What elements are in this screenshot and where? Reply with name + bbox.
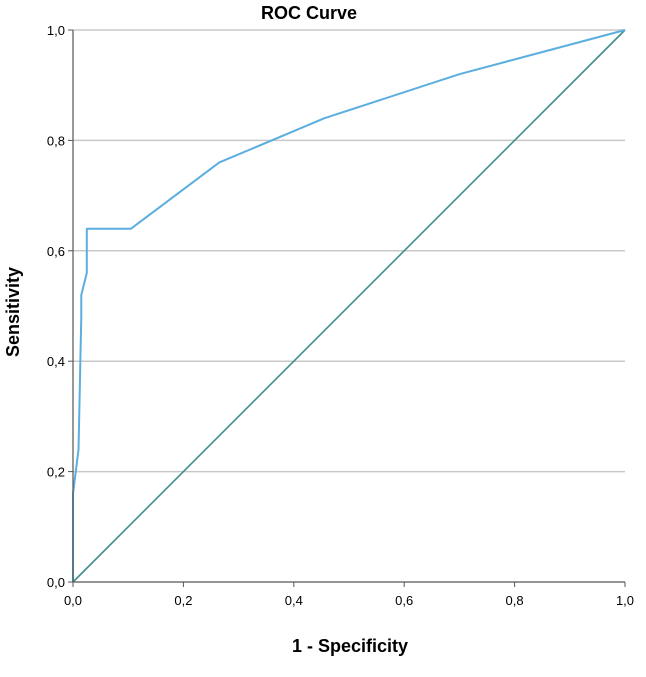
series-lines	[72, 29, 626, 583]
x-tick-label: 0,6	[395, 593, 413, 608]
x-tick-label: 0,8	[506, 593, 524, 608]
x-tick-label: 0,2	[174, 593, 192, 608]
x-tick-label: 0,4	[285, 593, 303, 608]
chart-title: ROC Curve	[261, 3, 357, 23]
y-tick-label: 0,8	[47, 133, 65, 148]
y-tick-label: 0,0	[47, 575, 65, 590]
x-tick-label: 0,0	[64, 593, 82, 608]
y-axis-title: Sensitivity	[3, 267, 23, 357]
grid-lines	[73, 29, 625, 473]
y-tick-label: 1,0	[47, 23, 65, 38]
roc-curve-line	[72, 29, 626, 582]
y-tick-label: 0,4	[47, 354, 65, 369]
axes	[68, 29, 626, 587]
x-tick-label: 1,0	[616, 593, 634, 608]
y-tick-label: 0,2	[47, 465, 65, 480]
reference-diagonal-line	[72, 29, 626, 583]
y-tick-label: 0,6	[47, 244, 65, 259]
tick-labels: 0,0 0,2 0,4 0,6 0,8 1,0 0,0 0,2 0,4 0,6 0,8 1,0	[47, 23, 634, 608]
x-axis-title: 1 - Specificity	[292, 636, 408, 656]
